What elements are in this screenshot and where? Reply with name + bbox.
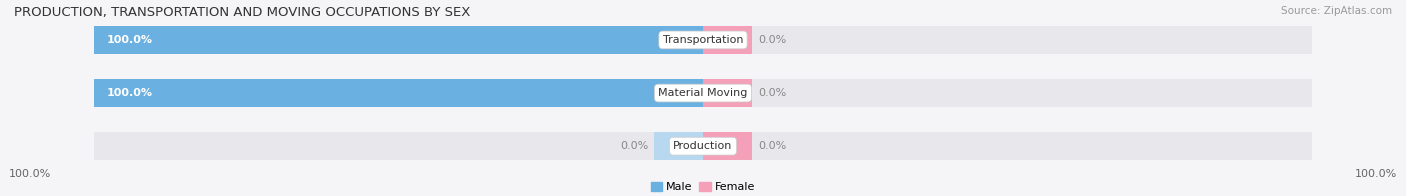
Bar (94, 26, 703, 54)
Bar (703, 132, 752, 160)
Bar (94, 132, 1312, 160)
Text: 100.0%: 100.0% (8, 169, 51, 179)
Text: 100.0%: 100.0% (107, 35, 152, 45)
Text: Material Moving: Material Moving (658, 88, 748, 98)
Bar (94, 79, 1312, 107)
Bar (94, 26, 1312, 54)
Text: PRODUCTION, TRANSPORTATION AND MOVING OCCUPATIONS BY SEX: PRODUCTION, TRANSPORTATION AND MOVING OC… (14, 6, 471, 19)
Text: 100.0%: 100.0% (1355, 169, 1398, 179)
Bar (703, 26, 752, 54)
Text: 0.0%: 0.0% (758, 35, 786, 45)
Bar (654, 132, 703, 160)
Text: Transportation: Transportation (662, 35, 744, 45)
Legend: Male, Female: Male, Female (647, 177, 759, 196)
Text: 0.0%: 0.0% (758, 88, 786, 98)
Text: 100.0%: 100.0% (107, 88, 152, 98)
Text: Source: ZipAtlas.com: Source: ZipAtlas.com (1281, 6, 1392, 16)
Text: 0.0%: 0.0% (620, 141, 648, 151)
Bar (94, 79, 703, 107)
Bar (703, 79, 752, 107)
Text: Production: Production (673, 141, 733, 151)
Text: 0.0%: 0.0% (758, 141, 786, 151)
